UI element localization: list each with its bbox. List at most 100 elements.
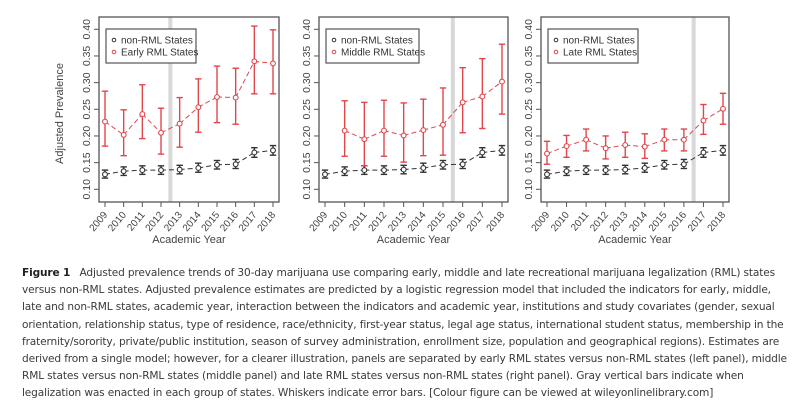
series-line xyxy=(442,163,463,166)
series-line xyxy=(344,169,365,172)
data-point xyxy=(232,161,239,168)
y-tick-label: 0.25 xyxy=(523,99,535,120)
x-tick-label: 2010 xyxy=(549,210,572,234)
data-point xyxy=(176,120,183,127)
legend-label: non-RML States xyxy=(341,36,413,47)
data-point xyxy=(195,165,202,171)
data-point xyxy=(680,136,687,143)
data-point xyxy=(499,147,505,154)
data-point xyxy=(622,166,629,173)
y-tick-label: 0.15 xyxy=(523,152,535,173)
data-point xyxy=(158,129,164,136)
x-tick-label: 2017 xyxy=(465,210,488,234)
series-line xyxy=(423,164,444,169)
legend-marker xyxy=(111,49,117,55)
x-axis-label: Academic Year xyxy=(152,234,226,246)
data-point xyxy=(420,127,427,134)
data-point xyxy=(381,127,387,134)
x-tick-label: 2013 xyxy=(608,210,631,234)
series-line xyxy=(198,164,218,169)
y-tick-label: 0.20 xyxy=(523,126,535,147)
x-tick-label: 2017 xyxy=(686,210,709,234)
data-point xyxy=(544,171,550,178)
y-axis-label: Adjusted Prevalence xyxy=(54,63,66,164)
series-line xyxy=(546,170,567,175)
data-point xyxy=(661,161,668,168)
x-tick-label: 2015 xyxy=(426,210,449,234)
legend-marker xyxy=(331,49,337,55)
series-line xyxy=(160,169,180,171)
x-tick-label: 2017 xyxy=(237,210,260,234)
series-non-rml-states xyxy=(321,144,506,179)
legend-label: non-RML States xyxy=(121,36,193,47)
data-point xyxy=(680,161,687,168)
series-non-rml-states xyxy=(101,144,277,179)
data-point xyxy=(440,121,446,128)
x-axis-label: Academic Year xyxy=(377,234,451,246)
x-tick-label: 2016 xyxy=(445,210,468,234)
x-tick-label: 2013 xyxy=(162,210,185,234)
data-point xyxy=(583,136,590,143)
legend-label: non-RML States xyxy=(563,36,635,47)
data-point xyxy=(641,143,648,150)
series-line xyxy=(364,130,385,140)
x-tick-label: 2010 xyxy=(106,210,129,234)
x-tick-label: 2011 xyxy=(125,210,148,234)
data-point xyxy=(420,165,427,171)
series-line xyxy=(683,120,704,141)
x-tick-label: 2014 xyxy=(627,210,650,234)
data-point xyxy=(139,167,146,174)
series-line xyxy=(104,170,124,175)
y-tick-label: 0.25 xyxy=(301,99,313,120)
series-line xyxy=(546,145,567,155)
y-tick-label: 0.40 xyxy=(301,19,313,40)
series-line xyxy=(179,167,199,171)
y-tick-label: 0.35 xyxy=(523,46,535,67)
series-line xyxy=(198,96,218,108)
series-line xyxy=(644,164,665,169)
legend-box xyxy=(105,28,197,64)
series-non-rml-states xyxy=(543,144,727,179)
series-line xyxy=(141,113,162,134)
series-late-rml-states xyxy=(543,92,727,165)
series-line xyxy=(566,169,587,172)
x-tick-label: 2018 xyxy=(256,210,279,234)
data-point xyxy=(400,132,407,139)
figure-caption: Figure 1 Adjusted prevalence trends of 3… xyxy=(22,265,788,403)
data-point xyxy=(700,149,707,156)
series-line xyxy=(605,144,626,149)
legend-marker xyxy=(111,37,117,43)
data-point xyxy=(641,165,648,171)
x-tick-label: 2014 xyxy=(181,210,204,234)
caption-text: Adjusted prevalence trends of 30-day mar… xyxy=(22,267,787,400)
data-point xyxy=(459,99,466,106)
panel-right: 0.10 0.15 0.20 0.25 0.30 0.35 0.40 200920102011… xyxy=(523,16,730,246)
x-tick-label: 2018 xyxy=(485,210,508,234)
legend-label: Early RML States xyxy=(121,48,198,59)
x-tick-label: 2009 xyxy=(308,210,331,234)
series-line xyxy=(104,121,124,136)
data-point xyxy=(102,118,108,125)
series-line xyxy=(442,102,464,126)
x-tick-label: 2014 xyxy=(406,210,429,234)
x-tick-label: 2011 xyxy=(347,210,370,234)
legend-label: Late RML States xyxy=(563,48,637,59)
series-line xyxy=(625,167,645,171)
y-tick-label: 0.40 xyxy=(81,19,93,40)
series-middle-rml-states xyxy=(341,43,506,167)
data-point xyxy=(176,166,183,173)
data-point xyxy=(120,131,127,138)
series-line xyxy=(123,169,143,172)
legend-box xyxy=(325,28,420,64)
x-tick-label: 2011 xyxy=(569,210,592,234)
figure-panels: 0.10 0.15 0.20 0.25 0.30 0.35 0.40 Adjusted Pre… xyxy=(54,16,730,246)
y-tick-label: 0.30 xyxy=(523,72,535,93)
series-line xyxy=(683,152,704,165)
series-line xyxy=(235,152,255,165)
series-line xyxy=(566,139,587,147)
series-line xyxy=(216,96,236,99)
legend-marker xyxy=(553,49,559,55)
x-tick-label: 2015 xyxy=(200,210,223,234)
x-tick-label: 2015 xyxy=(647,210,670,234)
